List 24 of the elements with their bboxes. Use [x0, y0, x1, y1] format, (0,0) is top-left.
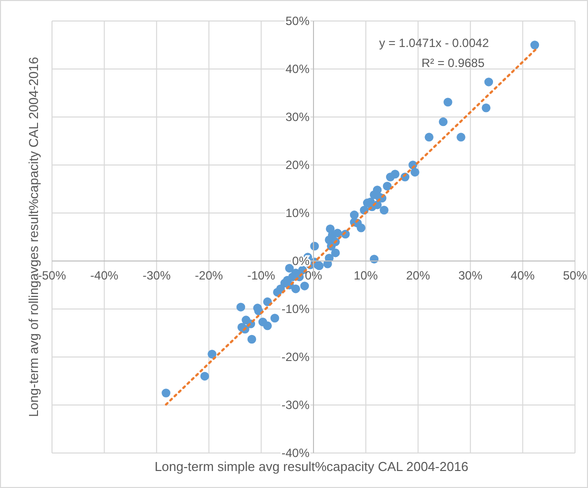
x-tick-label: 20% — [406, 268, 430, 283]
annotation: R² = 0.9685 — [421, 56, 485, 70]
y-tick-label: -10% — [281, 302, 310, 316]
x-tick-label: 0% — [304, 268, 322, 283]
x-tick-label: 40% — [510, 268, 536, 283]
x-tick-label: 10% — [354, 268, 378, 283]
x-tick-label: -10% — [247, 268, 276, 283]
y-tick-label: -40% — [281, 446, 310, 460]
annotation: y = 1.0471x - 0.0042 — [379, 36, 490, 50]
x-tick-label: 30% — [458, 268, 483, 283]
x-axis-title: Long-term simple avg result%capacity CAL 2004-2016 — [154, 459, 468, 474]
y-tick-label: 40% — [285, 62, 310, 76]
y-tick-label: -20% — [281, 350, 310, 364]
y-tick-label: 0% — [292, 254, 310, 268]
y-axis-title: Long-term avg of rollingavges result%capacity CAL 2004-2016 — [26, 56, 41, 418]
y-tick-label: 10% — [285, 206, 310, 220]
y-tick-label: 30% — [285, 110, 310, 124]
y-tick-label: -30% — [281, 398, 310, 412]
x-tick-label: -30% — [142, 268, 171, 283]
x-tick-label: -40% — [90, 268, 119, 283]
y-tick-label: 50% — [285, 14, 310, 28]
x-tick-label: 50% — [562, 268, 588, 283]
x-tick-label: -20% — [194, 268, 224, 283]
y-tick-label: 20% — [285, 158, 310, 172]
